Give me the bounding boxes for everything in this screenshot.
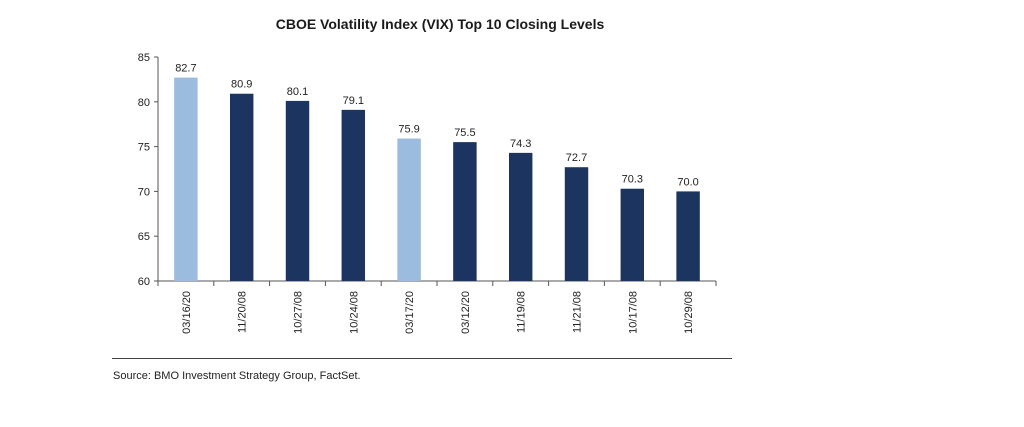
x-tick-label: 03/17/20 <box>404 291 416 334</box>
y-tick-label: 80 <box>138 97 150 109</box>
x-tick-label: 03/16/20 <box>181 291 193 334</box>
x-tick-label: 03/12/20 <box>460 291 472 334</box>
data-label: 70.3 <box>622 174 643 186</box>
y-tick-label: 85 <box>138 52 150 64</box>
data-label: 80.1 <box>287 86 308 98</box>
x-tick-label: 10/24/08 <box>348 291 360 334</box>
data-label: 72.7 <box>566 152 587 164</box>
y-tick-label: 70 <box>138 186 150 198</box>
y-tick-label: 75 <box>138 142 150 154</box>
x-tick-label: 11/20/08 <box>237 291 249 333</box>
bars <box>174 77 700 282</box>
y-tick-label: 65 <box>138 231 150 243</box>
bar <box>285 100 310 282</box>
bar <box>508 152 533 281</box>
data-labels: 82.7 80.9 80.1 79.1 75.9 75.5 74.3 72.7 70.3 70.0 <box>175 63 699 189</box>
source-note: Source: BMO Investment Strategy Group, F… <box>113 370 361 382</box>
bar <box>229 93 254 282</box>
y-tick-label: 60 <box>138 276 150 288</box>
bar <box>564 167 589 281</box>
bar <box>397 138 421 281</box>
x-tick-label: 10/29/08 <box>683 291 695 334</box>
source-divider <box>112 358 732 359</box>
data-label: 74.3 <box>510 138 531 150</box>
bar <box>676 191 700 281</box>
bar <box>620 188 645 281</box>
chart-title: CBOE Volatility Index (VIX) Top 10 Closi… <box>275 16 605 32</box>
bar <box>453 142 477 281</box>
data-label: 70.0 <box>677 176 698 188</box>
data-label: 79.1 <box>343 95 364 107</box>
data-label: 75.5 <box>454 127 475 139</box>
bar <box>174 77 198 281</box>
data-label: 82.7 <box>175 63 196 75</box>
data-label: 80.9 <box>231 79 252 91</box>
x-tick-label: 11/21/08 <box>572 291 584 333</box>
tick-labels: 60 65 70 75 80 85 03/16/20 11/20/08 10/27/08 10/2… <box>138 52 695 334</box>
data-label: 75.9 <box>398 124 419 136</box>
bar <box>341 109 366 281</box>
x-tick-label: 10/17/08 <box>627 291 639 334</box>
x-tick-label: 11/19/08 <box>516 291 528 333</box>
x-tick-label: 10/27/08 <box>293 291 305 334</box>
